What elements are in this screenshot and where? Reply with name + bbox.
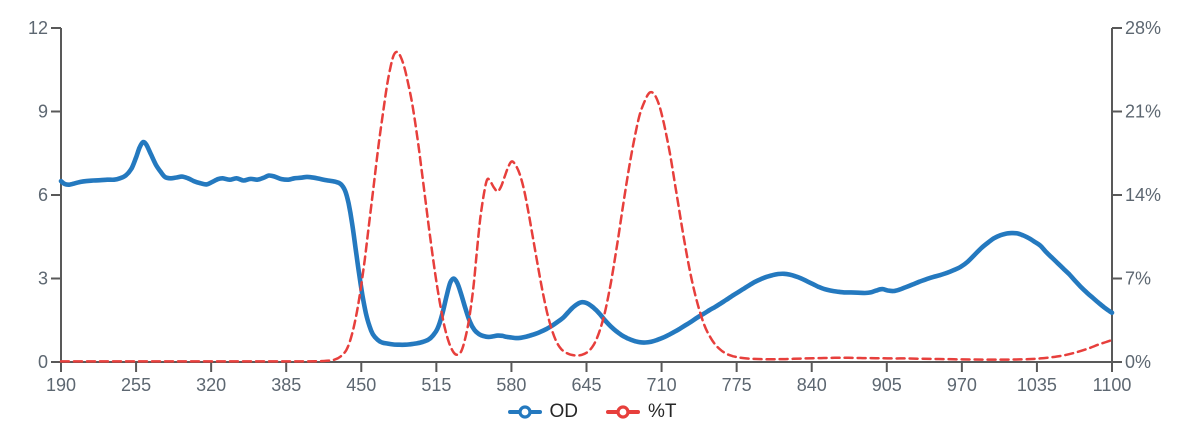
x-tick-label: 385 xyxy=(271,375,301,395)
od-legend-label: OD xyxy=(549,401,579,422)
od-line-marker-icon xyxy=(507,404,542,419)
legend-item-od[interactable]: OD xyxy=(507,401,579,422)
x-tick-label: 710 xyxy=(647,375,677,395)
plot-area: 0 3 6 9 12 0% 7% 14% 21% 28% 190 255 320 385 450 515 580… xyxy=(28,18,1161,395)
od-series-curve xyxy=(58,139,1115,348)
y-left-tick-label: 12 xyxy=(28,18,48,38)
t-line-marker-icon xyxy=(606,404,640,419)
x-tick-label: 1100 xyxy=(1093,375,1132,395)
y-left-tick-label: 9 xyxy=(38,102,48,122)
x-tick-label: 515 xyxy=(421,375,451,395)
x-tick-label: 970 xyxy=(947,375,977,395)
y-left-tick-label: 3 xyxy=(38,269,48,289)
t-series-curve xyxy=(59,50,1114,363)
y-right-tick-label: 28% xyxy=(1125,18,1161,38)
y-left-tick-label: 6 xyxy=(38,185,48,205)
x-tick-label: 775 xyxy=(722,375,752,395)
x-tick-label: 580 xyxy=(496,375,526,395)
axis-frame xyxy=(60,28,1113,363)
t-legend-label: %T xyxy=(648,401,677,422)
y-right-tick-label: 14% xyxy=(1125,185,1161,205)
chart-legend: OD %T xyxy=(0,402,1184,421)
y-left-tick-label: 0 xyxy=(38,352,48,372)
y-right-tick-label: 0% xyxy=(1125,352,1151,372)
x-tick-label: 645 xyxy=(571,375,601,395)
legend-item-t[interactable]: %T xyxy=(606,402,677,421)
x-tick-label: 1035 xyxy=(1017,375,1057,395)
x-tick-label: 905 xyxy=(872,375,902,395)
y-right-tick-label: 21% xyxy=(1125,102,1161,122)
y-right-tick-label: 7% xyxy=(1125,269,1151,289)
x-tick-label: 190 xyxy=(46,375,76,395)
x-tick-label: 255 xyxy=(121,375,151,395)
x-tick-label: 450 xyxy=(346,375,376,395)
x-tick-label: 320 xyxy=(196,375,226,395)
x-tick-label: 840 xyxy=(797,375,827,395)
